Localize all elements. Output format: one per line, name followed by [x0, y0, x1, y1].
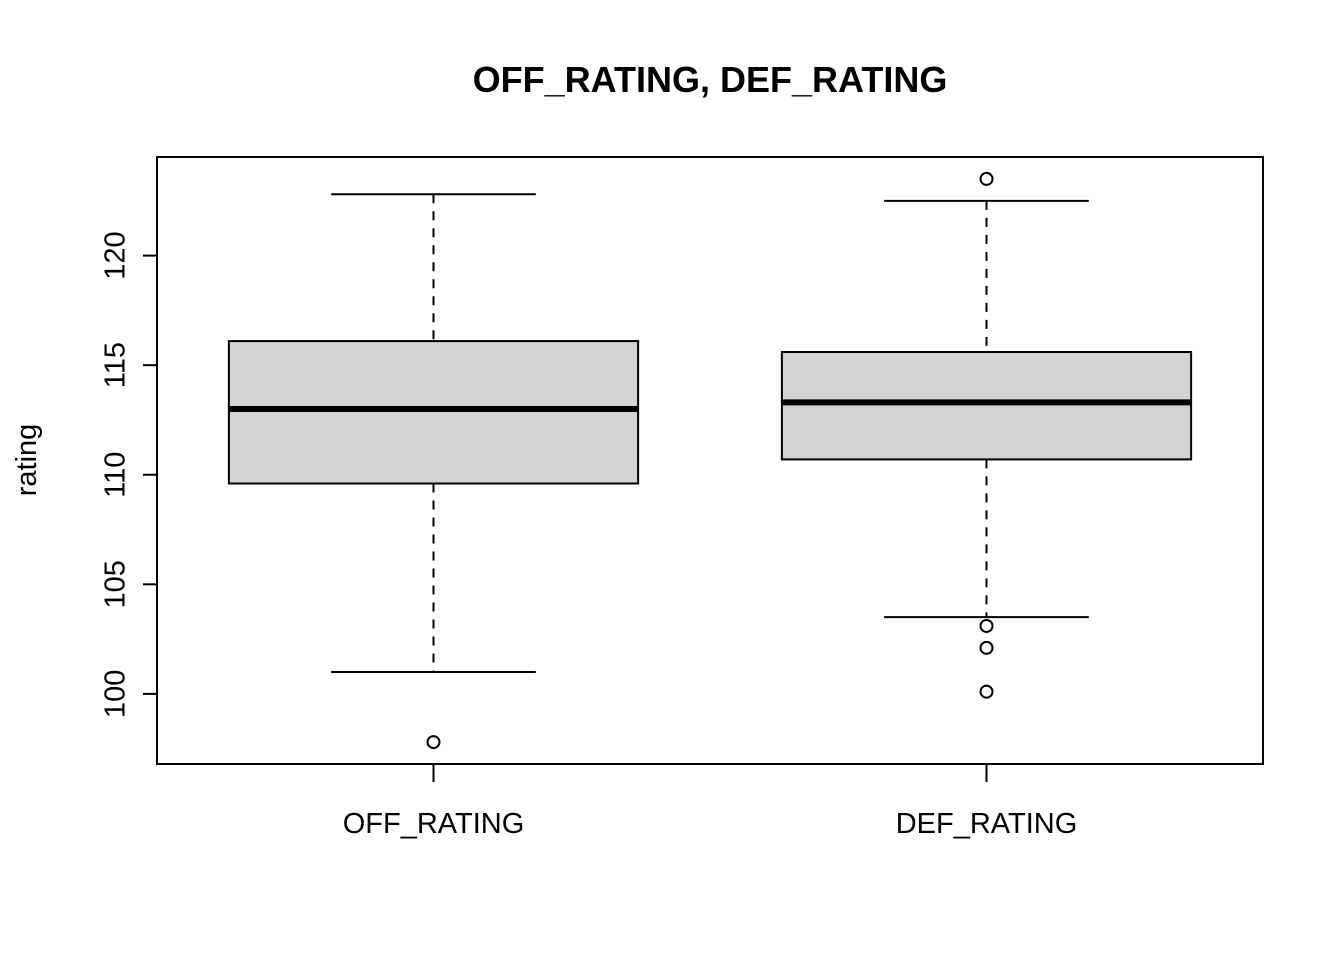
- y-tick-label: 105: [100, 560, 132, 608]
- box-group: [227, 193, 640, 750]
- y-tick-label: 115: [100, 342, 132, 388]
- x-tick-label: OFF_RATING: [343, 808, 525, 840]
- x-axis: OFF_RATING DEF_RATING: [343, 764, 1078, 840]
- outlier-point: [979, 684, 994, 699]
- outlier-point: [979, 171, 994, 186]
- iqr-box: [780, 351, 1193, 461]
- boxes-layer: [227, 171, 1193, 750]
- y-axis: 100 105 110 115 120: [100, 231, 158, 718]
- outlier-point: [426, 735, 441, 750]
- box-group: [780, 171, 1193, 699]
- outlier-point: [979, 618, 994, 633]
- y-axis-label: rating: [11, 424, 43, 497]
- y-tick-label: 110: [100, 452, 132, 498]
- outlier-point: [979, 640, 994, 655]
- iqr-box: [227, 340, 640, 485]
- y-tick-label: 120: [100, 231, 132, 279]
- x-tick-label: DEF_RATING: [896, 808, 1078, 840]
- y-tick-label: 100: [100, 670, 132, 718]
- chart-title: OFF_RATING, DEF_RATING: [473, 59, 948, 100]
